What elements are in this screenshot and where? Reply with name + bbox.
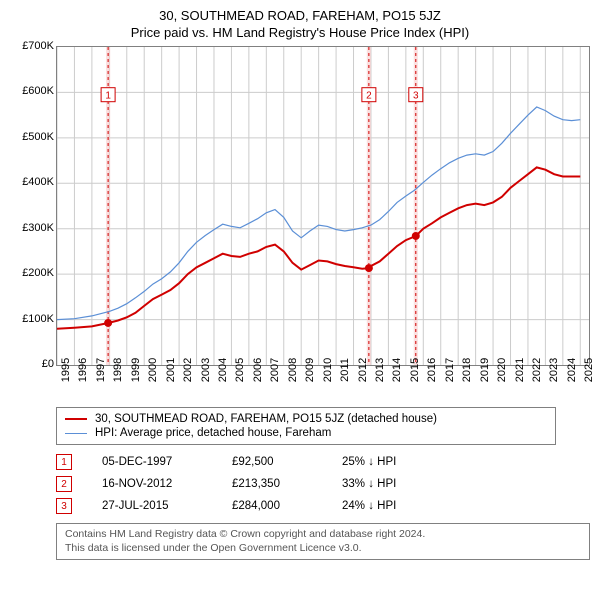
plot-region: 1 2 3 bbox=[56, 46, 590, 366]
x-tick-label: 2011 bbox=[339, 358, 351, 382]
sale-pct-vs-hpi: 24% ↓ HPI bbox=[342, 500, 462, 512]
x-tick-label: 2025 bbox=[583, 358, 595, 382]
x-tick-label: 2023 bbox=[548, 358, 560, 382]
sale-marker-box: 2 bbox=[56, 476, 72, 492]
legend-label: HPI: Average price, detached house, Fare… bbox=[95, 427, 331, 439]
y-tick-label: £200K bbox=[22, 267, 54, 279]
sales-table: 1 05-DEC-1997 £92,500 25% ↓ HPI 2 16-NOV-2012… bbox=[56, 451, 590, 517]
sale-pct-vs-hpi: 33% ↓ HPI bbox=[342, 478, 462, 490]
y-tick-label: £600K bbox=[22, 85, 54, 97]
svg-text:2: 2 bbox=[366, 91, 372, 102]
x-tick-label: 1999 bbox=[130, 358, 142, 382]
svg-text:3: 3 bbox=[413, 91, 419, 102]
y-tick-label: £400K bbox=[22, 176, 54, 188]
sale-marker-box: 1 bbox=[56, 454, 72, 470]
chart-title: 30, SOUTHMEAD ROAD, FAREHAM, PO15 5JZ bbox=[10, 8, 590, 23]
x-tick-label: 1996 bbox=[77, 358, 89, 382]
x-tick-label: 2016 bbox=[426, 358, 438, 382]
sale-price: £92,500 bbox=[232, 456, 312, 468]
y-tick-label: £500K bbox=[22, 131, 54, 143]
x-axis-labels: 1995199619971998199920002001200220032004… bbox=[56, 368, 590, 401]
legend-swatch bbox=[65, 418, 87, 420]
footer-line-1: Contains HM Land Registry data © Crown c… bbox=[65, 528, 581, 542]
sale-row: 1 05-DEC-1997 £92,500 25% ↓ HPI bbox=[56, 451, 590, 473]
x-tick-label: 2008 bbox=[287, 358, 299, 382]
sale-marker-box: 3 bbox=[56, 498, 72, 514]
x-tick-label: 2017 bbox=[444, 358, 456, 382]
x-tick-label: 2007 bbox=[269, 358, 281, 382]
y-tick-label: £700K bbox=[22, 40, 54, 52]
sale-price: £284,000 bbox=[232, 500, 312, 512]
x-tick-label: 2005 bbox=[234, 358, 246, 382]
x-tick-label: 2024 bbox=[566, 358, 578, 382]
y-axis-labels: £0£100K£200K£300K£400K£500K£600K£700K bbox=[10, 46, 56, 366]
x-tick-label: 1995 bbox=[60, 358, 72, 382]
x-tick-label: 1998 bbox=[112, 358, 124, 382]
x-tick-label: 2006 bbox=[252, 358, 264, 382]
y-tick-label: £0 bbox=[42, 358, 54, 370]
footer-attribution: Contains HM Land Registry data © Crown c… bbox=[56, 523, 590, 560]
x-tick-label: 2018 bbox=[461, 358, 473, 382]
sale-date: 27-JUL-2015 bbox=[102, 500, 202, 512]
x-tick-label: 2001 bbox=[165, 358, 177, 382]
svg-text:1: 1 bbox=[105, 91, 111, 102]
sale-row: 3 27-JUL-2015 £284,000 24% ↓ HPI bbox=[56, 495, 590, 517]
sale-pct-vs-hpi: 25% ↓ HPI bbox=[342, 456, 462, 468]
legend-swatch bbox=[65, 433, 87, 434]
sale-date: 05-DEC-1997 bbox=[102, 456, 202, 468]
x-tick-label: 2009 bbox=[304, 358, 316, 382]
x-tick-label: 2021 bbox=[514, 358, 526, 382]
legend: 30, SOUTHMEAD ROAD, FAREHAM, PO15 5JZ (d… bbox=[56, 407, 556, 445]
x-tick-label: 2000 bbox=[147, 358, 159, 382]
legend-item: 30, SOUTHMEAD ROAD, FAREHAM, PO15 5JZ (d… bbox=[65, 412, 547, 426]
x-tick-label: 2010 bbox=[322, 358, 334, 382]
x-tick-label: 2014 bbox=[391, 358, 403, 382]
x-tick-label: 2004 bbox=[217, 358, 229, 382]
x-tick-label: 1997 bbox=[95, 358, 107, 382]
legend-label: 30, SOUTHMEAD ROAD, FAREHAM, PO15 5JZ (d… bbox=[95, 413, 437, 425]
x-tick-label: 2019 bbox=[479, 358, 491, 382]
chart-area: £0£100K£200K£300K£400K£500K£600K£700K 12… bbox=[10, 46, 590, 401]
sale-price: £213,350 bbox=[232, 478, 312, 490]
x-tick-label: 2012 bbox=[357, 358, 369, 382]
footer-line-2: This data is licensed under the Open Gov… bbox=[65, 542, 581, 556]
x-tick-label: 2020 bbox=[496, 358, 508, 382]
x-tick-label: 2013 bbox=[374, 358, 386, 382]
x-tick-label: 2022 bbox=[531, 358, 543, 382]
x-tick-label: 2015 bbox=[409, 358, 421, 382]
y-tick-label: £300K bbox=[22, 222, 54, 234]
y-tick-label: £100K bbox=[22, 313, 54, 325]
chart-subtitle: Price paid vs. HM Land Registry's House … bbox=[10, 25, 590, 40]
x-tick-label: 2003 bbox=[200, 358, 212, 382]
sale-row: 2 16-NOV-2012 £213,350 33% ↓ HPI bbox=[56, 473, 590, 495]
legend-item: HPI: Average price, detached house, Fare… bbox=[65, 426, 547, 440]
x-tick-label: 2002 bbox=[182, 358, 194, 382]
sale-date: 16-NOV-2012 bbox=[102, 478, 202, 490]
